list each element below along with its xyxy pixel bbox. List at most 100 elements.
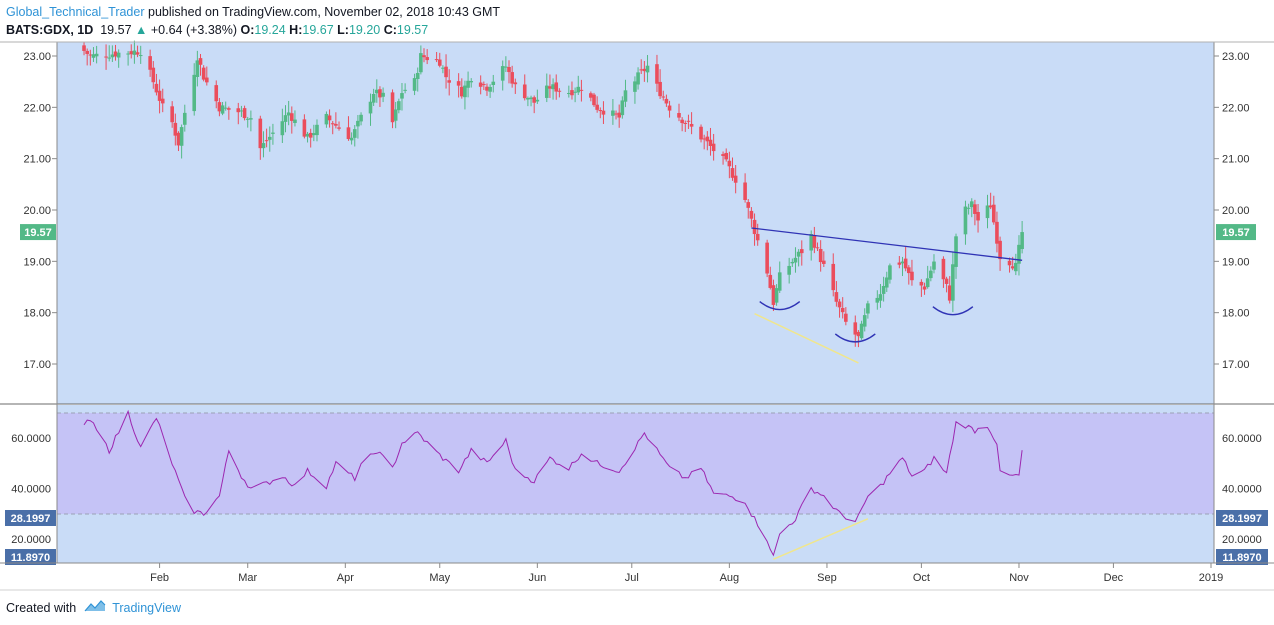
rsi-tick-label-left: 20.0000 bbox=[11, 534, 51, 546]
candle-body bbox=[271, 132, 275, 134]
low-label: L: bbox=[337, 23, 349, 37]
candle-body bbox=[337, 127, 341, 129]
rsi-tick-label-left: 40.0000 bbox=[11, 484, 51, 496]
candle-body bbox=[91, 54, 96, 58]
candle-body bbox=[374, 89, 379, 94]
candle-body bbox=[258, 118, 263, 149]
price-tick-label-left: 17.00 bbox=[23, 359, 51, 371]
candle-body bbox=[249, 118, 253, 120]
candle-body bbox=[733, 175, 738, 183]
rsi-tick-label-left: 60.0000 bbox=[11, 433, 51, 445]
candle-body bbox=[954, 236, 958, 267]
candle-body bbox=[110, 54, 115, 58]
candle-body bbox=[1020, 232, 1024, 250]
time-tick-label: May bbox=[429, 572, 450, 584]
candle-body bbox=[655, 64, 659, 84]
candle-body bbox=[976, 211, 980, 221]
candle-body bbox=[160, 98, 165, 104]
rsi-low-badge-right: 11.8970 bbox=[1222, 552, 1261, 564]
time-tick-label: Nov bbox=[1009, 572, 1029, 584]
last-price-badge-right-bg bbox=[1216, 224, 1256, 241]
candle-body bbox=[925, 278, 930, 288]
price-tick-label-left: 23.00 bbox=[23, 51, 51, 63]
candle-body bbox=[135, 52, 140, 55]
candle-body bbox=[116, 52, 121, 58]
rsi-axis: 60.0000 60.0000 40.0000 40.0000 20.0000 20.00… bbox=[11, 433, 1262, 546]
time-axis: Feb Mar Apr May Jun Jul Aug Sep Oct Nov Dec 2019 bbox=[150, 563, 1223, 584]
publish-info: published on TradingView.com, November 0… bbox=[148, 5, 501, 19]
price-pane-bg bbox=[57, 42, 1214, 404]
candle-body bbox=[397, 101, 401, 111]
author-link[interactable]: Global_Technical_Trader bbox=[6, 5, 145, 19]
candle-body bbox=[126, 53, 130, 55]
price-tick-label-left: 20.00 bbox=[23, 205, 51, 217]
candle-body bbox=[107, 57, 112, 59]
candle-body bbox=[312, 133, 316, 136]
candle-body bbox=[286, 112, 291, 116]
rsi-level-badge-right-bg bbox=[1216, 510, 1268, 526]
candle-body bbox=[242, 108, 247, 119]
candle-body bbox=[903, 258, 908, 269]
candle-body bbox=[951, 264, 955, 301]
candle-body bbox=[611, 110, 615, 116]
candle-body bbox=[595, 104, 599, 110]
candle-body bbox=[932, 261, 936, 270]
candle-body bbox=[774, 288, 779, 303]
rsi-low-badge-left: 11.8970 bbox=[11, 552, 50, 564]
candle-body bbox=[790, 261, 795, 264]
candle-body bbox=[403, 89, 407, 91]
time-tick-label: Jul bbox=[625, 572, 639, 584]
candle-body bbox=[176, 132, 181, 146]
candle-body bbox=[881, 285, 886, 294]
candle-body bbox=[642, 68, 647, 72]
candle-body bbox=[645, 65, 650, 73]
candle-body bbox=[985, 205, 990, 219]
candle-body bbox=[636, 72, 640, 85]
candle-body bbox=[853, 322, 858, 335]
tradingview-link[interactable]: TradingView bbox=[112, 600, 181, 615]
price-tick-label-left: 21.00 bbox=[23, 154, 51, 166]
price-tick-label-right: 18.00 bbox=[1222, 308, 1250, 320]
candle-body bbox=[900, 261, 905, 264]
price-tick-label-right: 22.00 bbox=[1222, 102, 1250, 114]
candle-body bbox=[491, 81, 496, 86]
candle-body bbox=[859, 323, 864, 339]
pattern-arc bbox=[759, 301, 801, 311]
candle-body bbox=[862, 315, 867, 327]
low-value: 19.20 bbox=[348, 23, 381, 37]
candle-body bbox=[799, 249, 804, 254]
candle-body bbox=[529, 97, 533, 100]
candle-body bbox=[157, 90, 162, 101]
candle-body bbox=[818, 248, 823, 263]
candle-body bbox=[765, 242, 769, 274]
candle-body bbox=[658, 81, 662, 97]
candle-body bbox=[456, 81, 461, 86]
candle-body bbox=[787, 265, 791, 275]
candle-body bbox=[944, 278, 949, 284]
candle-body bbox=[749, 210, 754, 219]
candle-body bbox=[522, 84, 527, 99]
time-tick-label: 2019 bbox=[1199, 572, 1223, 584]
time-tick-label: Apr bbox=[337, 572, 354, 584]
candle-body bbox=[755, 233, 760, 241]
candle-body bbox=[544, 85, 549, 98]
candle-body bbox=[567, 93, 571, 95]
candle-body bbox=[459, 86, 464, 97]
last-price-badge-left: 19.57 bbox=[24, 227, 52, 239]
candle-body bbox=[205, 77, 209, 83]
candle-body bbox=[623, 90, 628, 102]
candle-body bbox=[198, 58, 203, 65]
candle-body bbox=[532, 97, 536, 103]
candle-body bbox=[227, 108, 231, 110]
candle-body bbox=[998, 240, 1002, 260]
candle-body bbox=[834, 292, 839, 302]
price-tick-label-right: 21.00 bbox=[1222, 154, 1250, 166]
candle-body bbox=[444, 66, 448, 78]
open-label: O: bbox=[240, 23, 255, 37]
rsi-level-badge-left-bg bbox=[5, 510, 56, 526]
candle-body bbox=[349, 137, 354, 141]
candle-body bbox=[371, 94, 376, 103]
price-tick-label-right: 23.00 bbox=[1222, 51, 1250, 63]
candle-body bbox=[368, 101, 373, 114]
